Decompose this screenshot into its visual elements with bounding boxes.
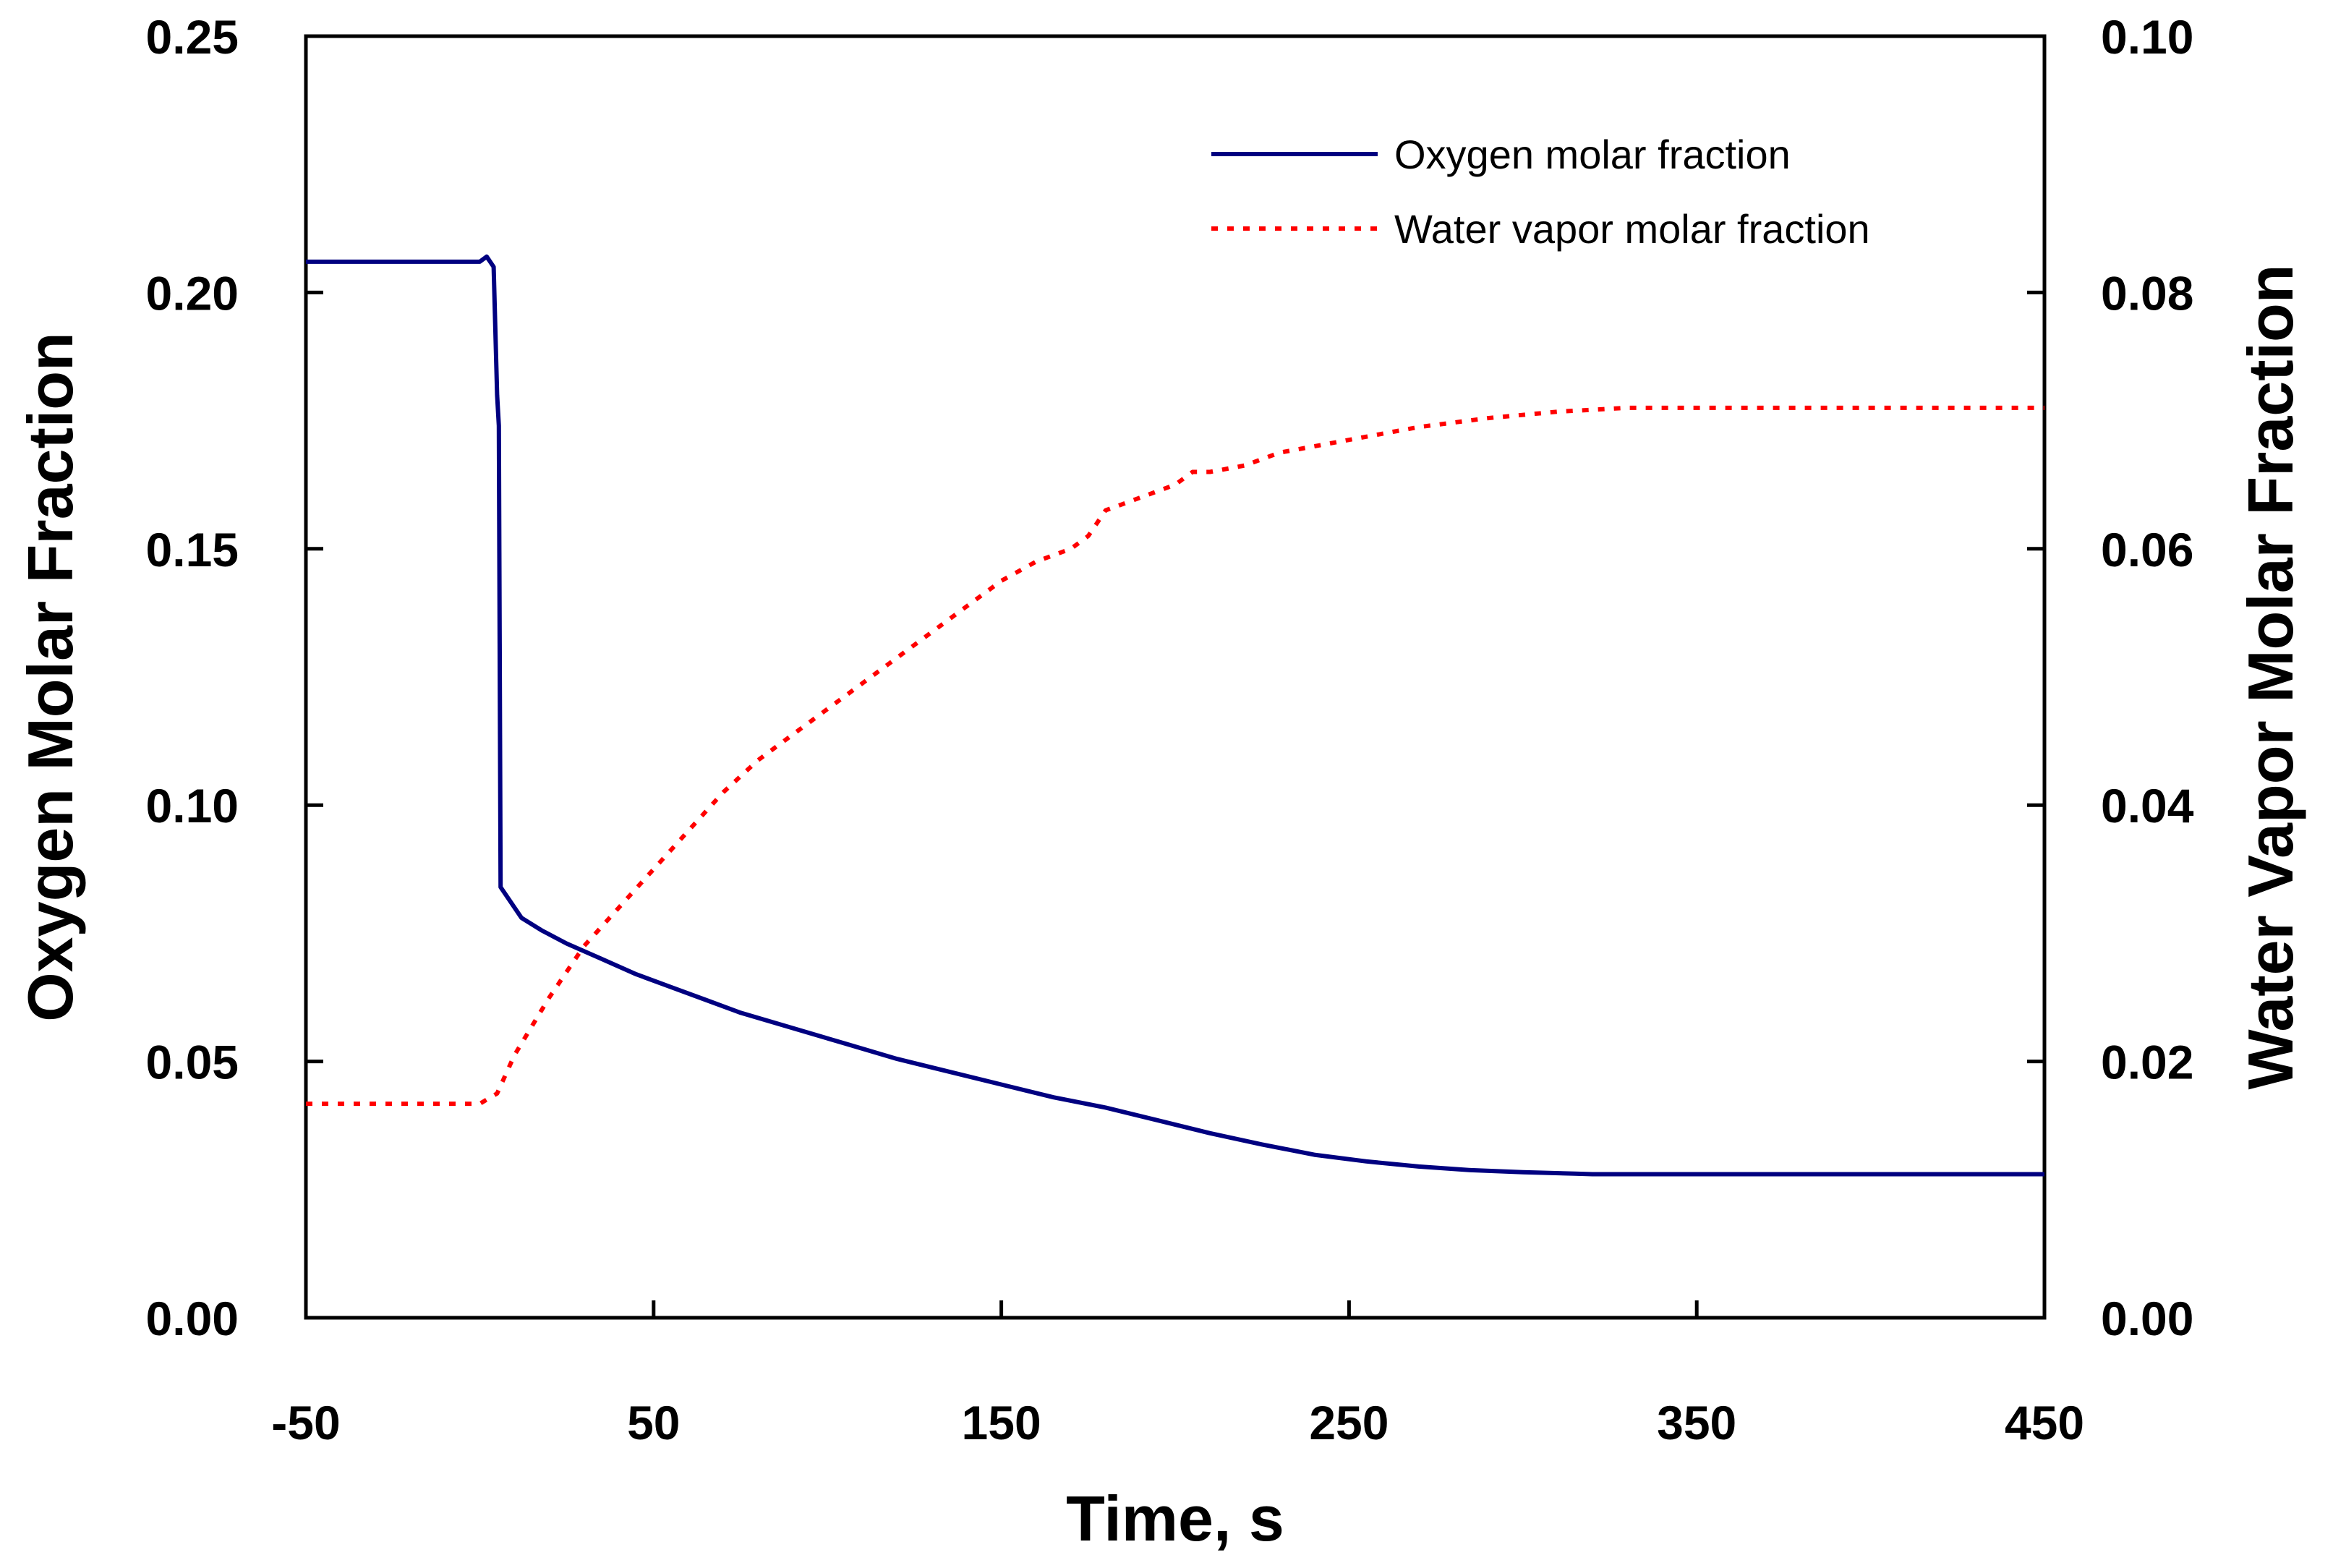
legend: Oxygen molar fraction Water vapor molar … bbox=[1211, 132, 1870, 252]
y-tick-label: 0.20 bbox=[146, 266, 239, 320]
y-tick-label: 0.05 bbox=[146, 1036, 239, 1089]
x-tick-label: 450 bbox=[2005, 1396, 2084, 1449]
x-tick-label: 350 bbox=[1657, 1396, 1736, 1449]
y-tick-label: 0.00 bbox=[146, 1292, 239, 1345]
y2-tick-label: 0.10 bbox=[2101, 10, 2193, 64]
ticks: -50 50 150 250 350 450 0.00 0.05 0.10 0.15 0.20 0.2… bbox=[146, 10, 2194, 1449]
legend-label-water: Water vapor molar fraction bbox=[1394, 206, 1870, 252]
x-tick-label: 250 bbox=[1309, 1396, 1389, 1449]
y2-tick-label: 0.08 bbox=[2101, 266, 2193, 320]
y2-tick-label: 0.00 bbox=[2101, 1292, 2193, 1345]
legend-label-oxygen: Oxygen molar fraction bbox=[1394, 132, 1791, 177]
x-tick-label: 50 bbox=[627, 1396, 680, 1449]
series-line-oxygen bbox=[306, 254, 2044, 1177]
y-tick-label: 0.25 bbox=[146, 10, 239, 64]
series-layer bbox=[306, 254, 2044, 1177]
x-tick-label: -50 bbox=[271, 1396, 340, 1449]
y-axis-title: Oxygen Molar Fraction bbox=[14, 332, 86, 1022]
x-axis-title: Time, s bbox=[1066, 1483, 1284, 1554]
series-line-water-vapor bbox=[306, 405, 2044, 1107]
plot-area bbox=[304, 34, 2047, 1320]
y-tick-label: 0.10 bbox=[146, 779, 239, 832]
y2-axis-title: Water Vapor Molar Fraction bbox=[2235, 265, 2306, 1090]
y-tick-label: 0.15 bbox=[146, 523, 239, 576]
y2-tick-label: 0.06 bbox=[2101, 523, 2193, 576]
y2-tick-label: 0.04 bbox=[2101, 779, 2194, 832]
y2-tick-label: 0.02 bbox=[2101, 1036, 2193, 1089]
x-tick-label: 150 bbox=[962, 1396, 1041, 1449]
